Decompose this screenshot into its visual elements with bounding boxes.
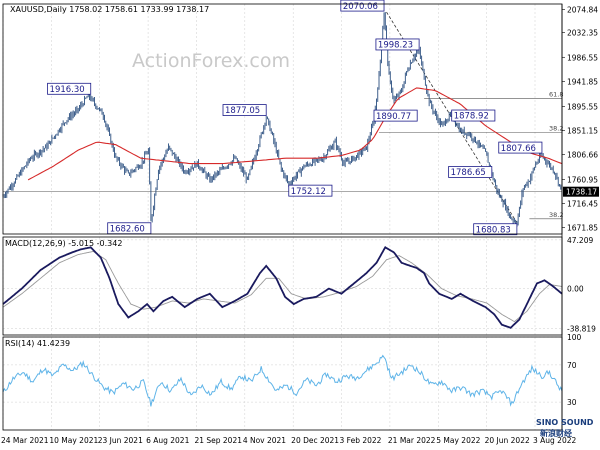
annotation-label: 1786.65 — [451, 168, 486, 178]
x-tick-label: 23 Jun 2021 — [98, 436, 143, 445]
price-annotation: 1786.65 — [448, 166, 493, 178]
sina-logo: SINO SOUND 新浪财经 — [536, 418, 594, 438]
annotation-label: 1807.66 — [501, 144, 536, 154]
price-tick-label: 1986.55 — [567, 53, 598, 62]
price-annotation: 1680.83 — [473, 223, 518, 236]
fib-level-label: 38.2 — [549, 211, 563, 219]
logo-line1: SINO SOUND — [536, 418, 594, 427]
annotation-label: 1890.77 — [376, 112, 411, 122]
price-annotation: 1807.66 — [498, 141, 543, 154]
price-annotation: 1916.30 — [47, 82, 92, 95]
annotation-box — [498, 141, 543, 154]
annotation-box — [288, 184, 333, 197]
x-tick-label: 5 May 2022 — [436, 436, 480, 445]
annotation-label: 2070.06 — [343, 2, 378, 12]
annotation-label: 1752.12 — [291, 187, 326, 197]
fib-level-label: 61.8 — [549, 91, 563, 99]
x-tick-label: 3 Aug 2022 — [533, 436, 576, 445]
annotation-box — [451, 109, 496, 122]
price-tick-label: 1716.45 — [567, 199, 598, 208]
price-tick-label: 1941.85 — [567, 77, 598, 86]
x-tick-label: 20 Dec 2021 — [291, 436, 339, 445]
annotation-label: 1916.30 — [50, 85, 85, 95]
annotation-box — [340, 0, 385, 12]
x-tick-label: 10 May 2021 — [49, 436, 98, 445]
annotation-box — [47, 82, 92, 95]
annotation-label: 1877.05 — [225, 106, 260, 116]
macd-line — [2, 246, 563, 329]
x-tick-label: 21 Sep 2021 — [194, 436, 242, 445]
rsi-line — [2, 354, 563, 407]
price-annotation: 1877.05 — [222, 104, 267, 116]
price-annotation: 1890.77 — [373, 109, 418, 122]
price-panel: 61.8 38.2 38.2 1916.30 1682.60 1877.05 1752.12… — [2, 0, 563, 236]
price-tick-label: 1851.15 — [567, 127, 598, 136]
annotation-box — [373, 109, 418, 122]
rsi-panel — [2, 354, 563, 407]
macd-tick-label: 0.00 — [567, 285, 584, 294]
macd-tick-label: 47.209 — [567, 236, 593, 245]
price-tick-label: 1671.85 — [567, 224, 598, 233]
rsi-tick-label: 100 — [567, 333, 582, 342]
current-price-badge — [563, 186, 599, 197]
price-annotation: 1752.12 — [288, 184, 333, 197]
price-tick-label: 1760.95 — [567, 175, 598, 184]
x-tick-label: 20 Jun 2022 — [485, 436, 530, 445]
logo-line2: 新浪财经 — [540, 428, 572, 438]
x-tick-label: 4 Nov 2021 — [243, 436, 286, 445]
annotation-box — [375, 38, 420, 51]
annotation-box — [473, 223, 518, 236]
annotation-label: 1998.23 — [378, 41, 413, 51]
annotation-label: 1680.83 — [476, 225, 511, 235]
annotation-box — [222, 104, 267, 116]
axes: 24 Mar 2021 10 May 2021 23 Jun 2021 6 Aug 2… — [1, 3, 599, 445]
current-price-label: 1738.17 — [566, 188, 597, 197]
annotation-label: 1878.92 — [454, 112, 489, 122]
price-annotation: 1878.92 — [451, 109, 496, 122]
annotation-box — [448, 166, 493, 178]
grid — [2, 4, 562, 430]
annotation-label: 1682.60 — [110, 224, 145, 234]
price-tick-label: 1806.66 — [567, 151, 598, 160]
x-tick-label: 21 Mar 2022 — [388, 436, 436, 445]
price-annotation: 1998.23 — [375, 38, 420, 51]
rsi-title: RSI(14) 41.4239 — [5, 339, 70, 348]
price-tick-label: 2032.35 — [567, 28, 598, 37]
price-tick-label: 2074.84 — [567, 5, 598, 14]
fib-level-label: 38.2 — [549, 124, 563, 132]
price-annotation: 1682.60 — [107, 222, 152, 234]
x-tick-label: 24 Mar 2021 — [1, 436, 49, 445]
macd-tick-label: -38.819 — [567, 325, 596, 334]
x-tick-label: 3 Feb 2022 — [340, 436, 382, 445]
watermark: ActionForex.com — [132, 50, 290, 72]
x-tick-label: 6 Aug 2021 — [146, 436, 189, 445]
macd-title: MACD(12,26,9) -5.015 -0.342 — [5, 239, 122, 248]
price-annotation: 2070.06 — [340, 0, 385, 12]
macd-panel — [2, 246, 563, 329]
price-tick-label: 1895.55 — [567, 103, 598, 112]
rsi-tick-label: 30 — [567, 398, 577, 407]
price-title: XAUUSD,Daily 1758.02 1758.61 1733.99 173… — [10, 5, 209, 14]
rsi-tick-label: 70 — [567, 361, 577, 370]
